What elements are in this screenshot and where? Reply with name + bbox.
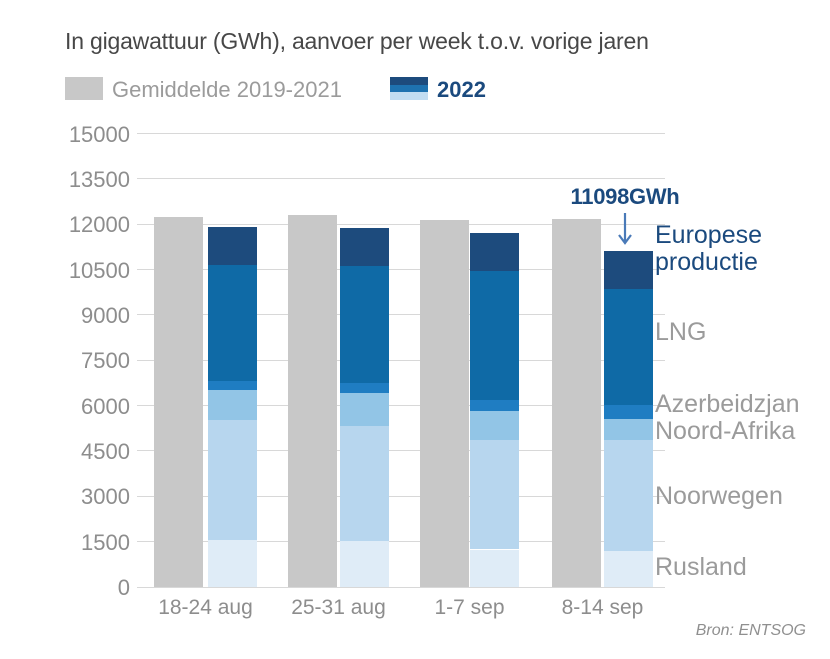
y-tick-label: 9000 bbox=[81, 302, 130, 328]
legend-label-2022: 2022 bbox=[437, 77, 486, 102]
bar-segment-lng-18-24 aug bbox=[208, 264, 257, 381]
legend-swatch-stripe-dark bbox=[390, 77, 428, 85]
bar-average-18-24 aug bbox=[154, 217, 203, 587]
bar-average-1-7 sep bbox=[420, 219, 469, 587]
bar-segment-rusland-25-31 aug bbox=[340, 541, 389, 587]
bar-segment-rusland-8-14 sep bbox=[604, 551, 653, 587]
legend: Gemiddelde 2019-2021 2022 bbox=[65, 77, 765, 102]
y-tick-label: 6000 bbox=[81, 393, 130, 419]
x-tick-label: 1-7 sep bbox=[434, 596, 505, 619]
segment-label-noorwegen: Noorwegen bbox=[655, 482, 783, 510]
segment-label-azerbeidzjan: Azerbeidzjan bbox=[655, 390, 800, 418]
y-tick-label: 3000 bbox=[81, 484, 130, 510]
bar-segment-europese-productie-25-31 aug bbox=[340, 227, 389, 267]
y-tick-label: 12000 bbox=[68, 212, 130, 238]
y-tick-label: 4500 bbox=[81, 438, 130, 464]
segment-label-europese-productie: Europese productie bbox=[655, 221, 763, 276]
legend-label-average: Gemiddelde 2019-2021 bbox=[112, 77, 342, 102]
segment-label-rusland: Rusland bbox=[655, 553, 747, 581]
legend-swatch-stripe-light bbox=[390, 92, 428, 101]
bar-segment-europese-productie-8-14 sep bbox=[604, 251, 653, 289]
bar-segment-noord-afrika-18-24 aug bbox=[208, 389, 257, 421]
segment-label-lng: LNG bbox=[655, 318, 707, 346]
legend-swatch-average bbox=[65, 77, 103, 100]
gridline-13500 bbox=[137, 178, 665, 180]
bar-segment-noord-afrika-8-14 sep bbox=[604, 418, 653, 441]
legend-swatch-stripe-mid bbox=[390, 84, 428, 93]
y-tick-label: 15000 bbox=[68, 121, 130, 147]
gridline-15000 bbox=[137, 133, 665, 134]
gridline-10500 bbox=[137, 269, 665, 271]
annotation-arrow-down-icon bbox=[618, 213, 632, 245]
bar-segment-noord-afrika-1-7 sep bbox=[470, 410, 519, 441]
segment-label-noord-afrika: Noord-Afrika bbox=[655, 417, 796, 445]
bar-segment-lng-25-31 aug bbox=[340, 266, 389, 384]
bar-segment-noorwegen-18-24 aug bbox=[208, 420, 257, 541]
gridline-9000 bbox=[137, 314, 665, 316]
bar-segment-europese-productie-18-24 aug bbox=[208, 226, 257, 265]
bar-segment-azerbeidzjan-8-14 sep bbox=[604, 405, 653, 419]
x-tick-label: 18-24 aug bbox=[158, 596, 253, 619]
source-credit: Bron: ENTSOG bbox=[695, 622, 806, 639]
bar-segment-noorwegen-8-14 sep bbox=[604, 440, 653, 551]
legend-swatch-2022 bbox=[390, 77, 428, 101]
bar-segment-azerbeidzjan-25-31 aug bbox=[340, 383, 389, 394]
bar-segment-europese-productie-1-7 sep bbox=[470, 232, 519, 271]
y-tick-label: 7500 bbox=[81, 348, 130, 374]
bar-segment-azerbeidzjan-18-24 aug bbox=[208, 380, 257, 390]
bar-segment-noord-afrika-25-31 aug bbox=[340, 393, 389, 427]
bar-segment-azerbeidzjan-1-7 sep bbox=[470, 400, 519, 411]
gridline-4500 bbox=[137, 450, 665, 452]
gridline-0 bbox=[137, 586, 665, 588]
y-tick-label: 1500 bbox=[81, 529, 130, 555]
x-tick-label: 8-14 sep bbox=[561, 596, 644, 619]
bar-average-25-31 aug bbox=[288, 215, 337, 587]
x-tick-label: 25-31 aug bbox=[291, 596, 386, 619]
y-tick-label: 0 bbox=[117, 575, 130, 600]
gridline-1500 bbox=[137, 541, 665, 543]
bar-segment-rusland-18-24 aug bbox=[208, 540, 257, 587]
gridline-7500 bbox=[137, 359, 665, 361]
gridline-12000 bbox=[137, 223, 665, 225]
bar-average-8-14 sep bbox=[552, 218, 601, 587]
bar-segment-rusland-1-7 sep bbox=[470, 549, 519, 587]
bar-segment-lng-1-7 sep bbox=[470, 270, 519, 401]
annotation-total-value: 11098GWh bbox=[570, 184, 680, 209]
y-tick-label: 13500 bbox=[68, 166, 130, 192]
bar-segment-noorwegen-25-31 aug bbox=[340, 426, 389, 542]
bar-segment-noorwegen-1-7 sep bbox=[470, 440, 519, 550]
gridline-3000 bbox=[137, 495, 665, 497]
bar-segment-lng-8-14 sep bbox=[604, 288, 653, 406]
gridline-6000 bbox=[137, 405, 665, 407]
y-tick-label: 10500 bbox=[68, 257, 130, 283]
chart-title: In gigawattuur (GWh), aanvoer per week t… bbox=[65, 28, 649, 54]
